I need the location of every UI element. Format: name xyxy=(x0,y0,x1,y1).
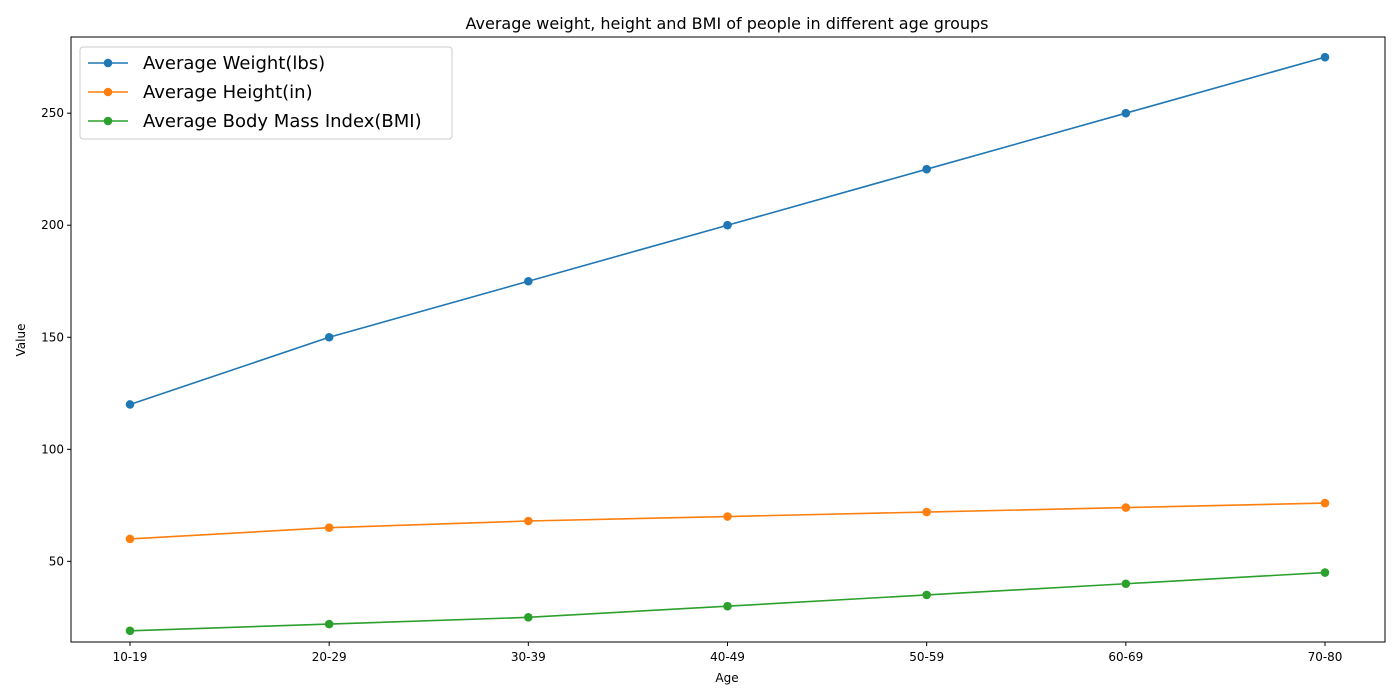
data-point xyxy=(524,276,533,286)
y-tick-label: 50 xyxy=(49,554,64,568)
series-line xyxy=(129,502,1326,540)
data-point xyxy=(723,512,732,521)
x-tick-label: 40-49 xyxy=(710,650,745,664)
data-point xyxy=(324,523,334,533)
legend-item: Average Weight(lbs) xyxy=(88,53,325,74)
data-point xyxy=(1121,579,1131,589)
legend-label: Average Weight(lbs) xyxy=(143,53,325,74)
data-point xyxy=(922,164,931,174)
y-tick-label: 150 xyxy=(41,330,64,344)
data-point xyxy=(524,516,533,526)
data-point xyxy=(125,400,135,409)
data-point xyxy=(1320,498,1330,508)
y-tick-label: 200 xyxy=(41,218,64,232)
series-layer xyxy=(125,52,1330,636)
data-point xyxy=(922,590,931,600)
data-point xyxy=(1320,568,1330,577)
legend: Average Weight(lbs) Average Height(in) Ave… xyxy=(79,46,453,140)
legend-marker xyxy=(103,116,113,126)
x-tick-label: 30-39 xyxy=(511,650,546,664)
series-1 xyxy=(125,52,1330,409)
legend-item: Average Height(in) xyxy=(88,82,313,103)
data-point xyxy=(524,613,533,622)
legend-label: Average Height(in) xyxy=(143,82,313,103)
x-tick-label: 50-59 xyxy=(909,650,944,664)
x-axis-label: Age xyxy=(715,671,738,685)
chart-title: Average weight, height and BMI of people… xyxy=(466,14,989,33)
data-point xyxy=(125,534,135,544)
series-line xyxy=(129,571,1326,632)
data-point xyxy=(1320,52,1330,62)
y-axis-ticks: 50 100 150 200 250 xyxy=(41,106,71,568)
data-point xyxy=(723,220,732,230)
x-tick-label: 60-69 xyxy=(1108,650,1143,664)
data-point xyxy=(1121,503,1131,512)
data-point xyxy=(324,619,334,629)
series-2 xyxy=(125,498,1330,544)
legend-marker xyxy=(103,87,113,97)
x-axis-ticks: 10-19 20-29 30-39 40-49 50-59 60-69 70-80 xyxy=(113,642,1343,664)
legend-marker xyxy=(103,58,113,68)
y-tick-label: 250 xyxy=(41,106,64,120)
legend-item: Average Body Mass Index(BMI) xyxy=(88,111,422,132)
data-point xyxy=(324,332,334,342)
data-point xyxy=(723,601,732,611)
legend-box xyxy=(79,46,453,140)
data-point xyxy=(125,626,135,636)
y-tick-label: 100 xyxy=(41,442,64,456)
data-point xyxy=(922,507,931,517)
series-3 xyxy=(125,568,1330,636)
x-tick-label: 10-19 xyxy=(113,650,148,664)
data-point xyxy=(1121,108,1131,118)
legend-label: Average Body Mass Index(BMI) xyxy=(143,111,422,132)
x-tick-label: 70-80 xyxy=(1308,650,1343,664)
y-axis-label: Value xyxy=(14,324,28,357)
x-tick-label: 20-29 xyxy=(312,650,347,664)
